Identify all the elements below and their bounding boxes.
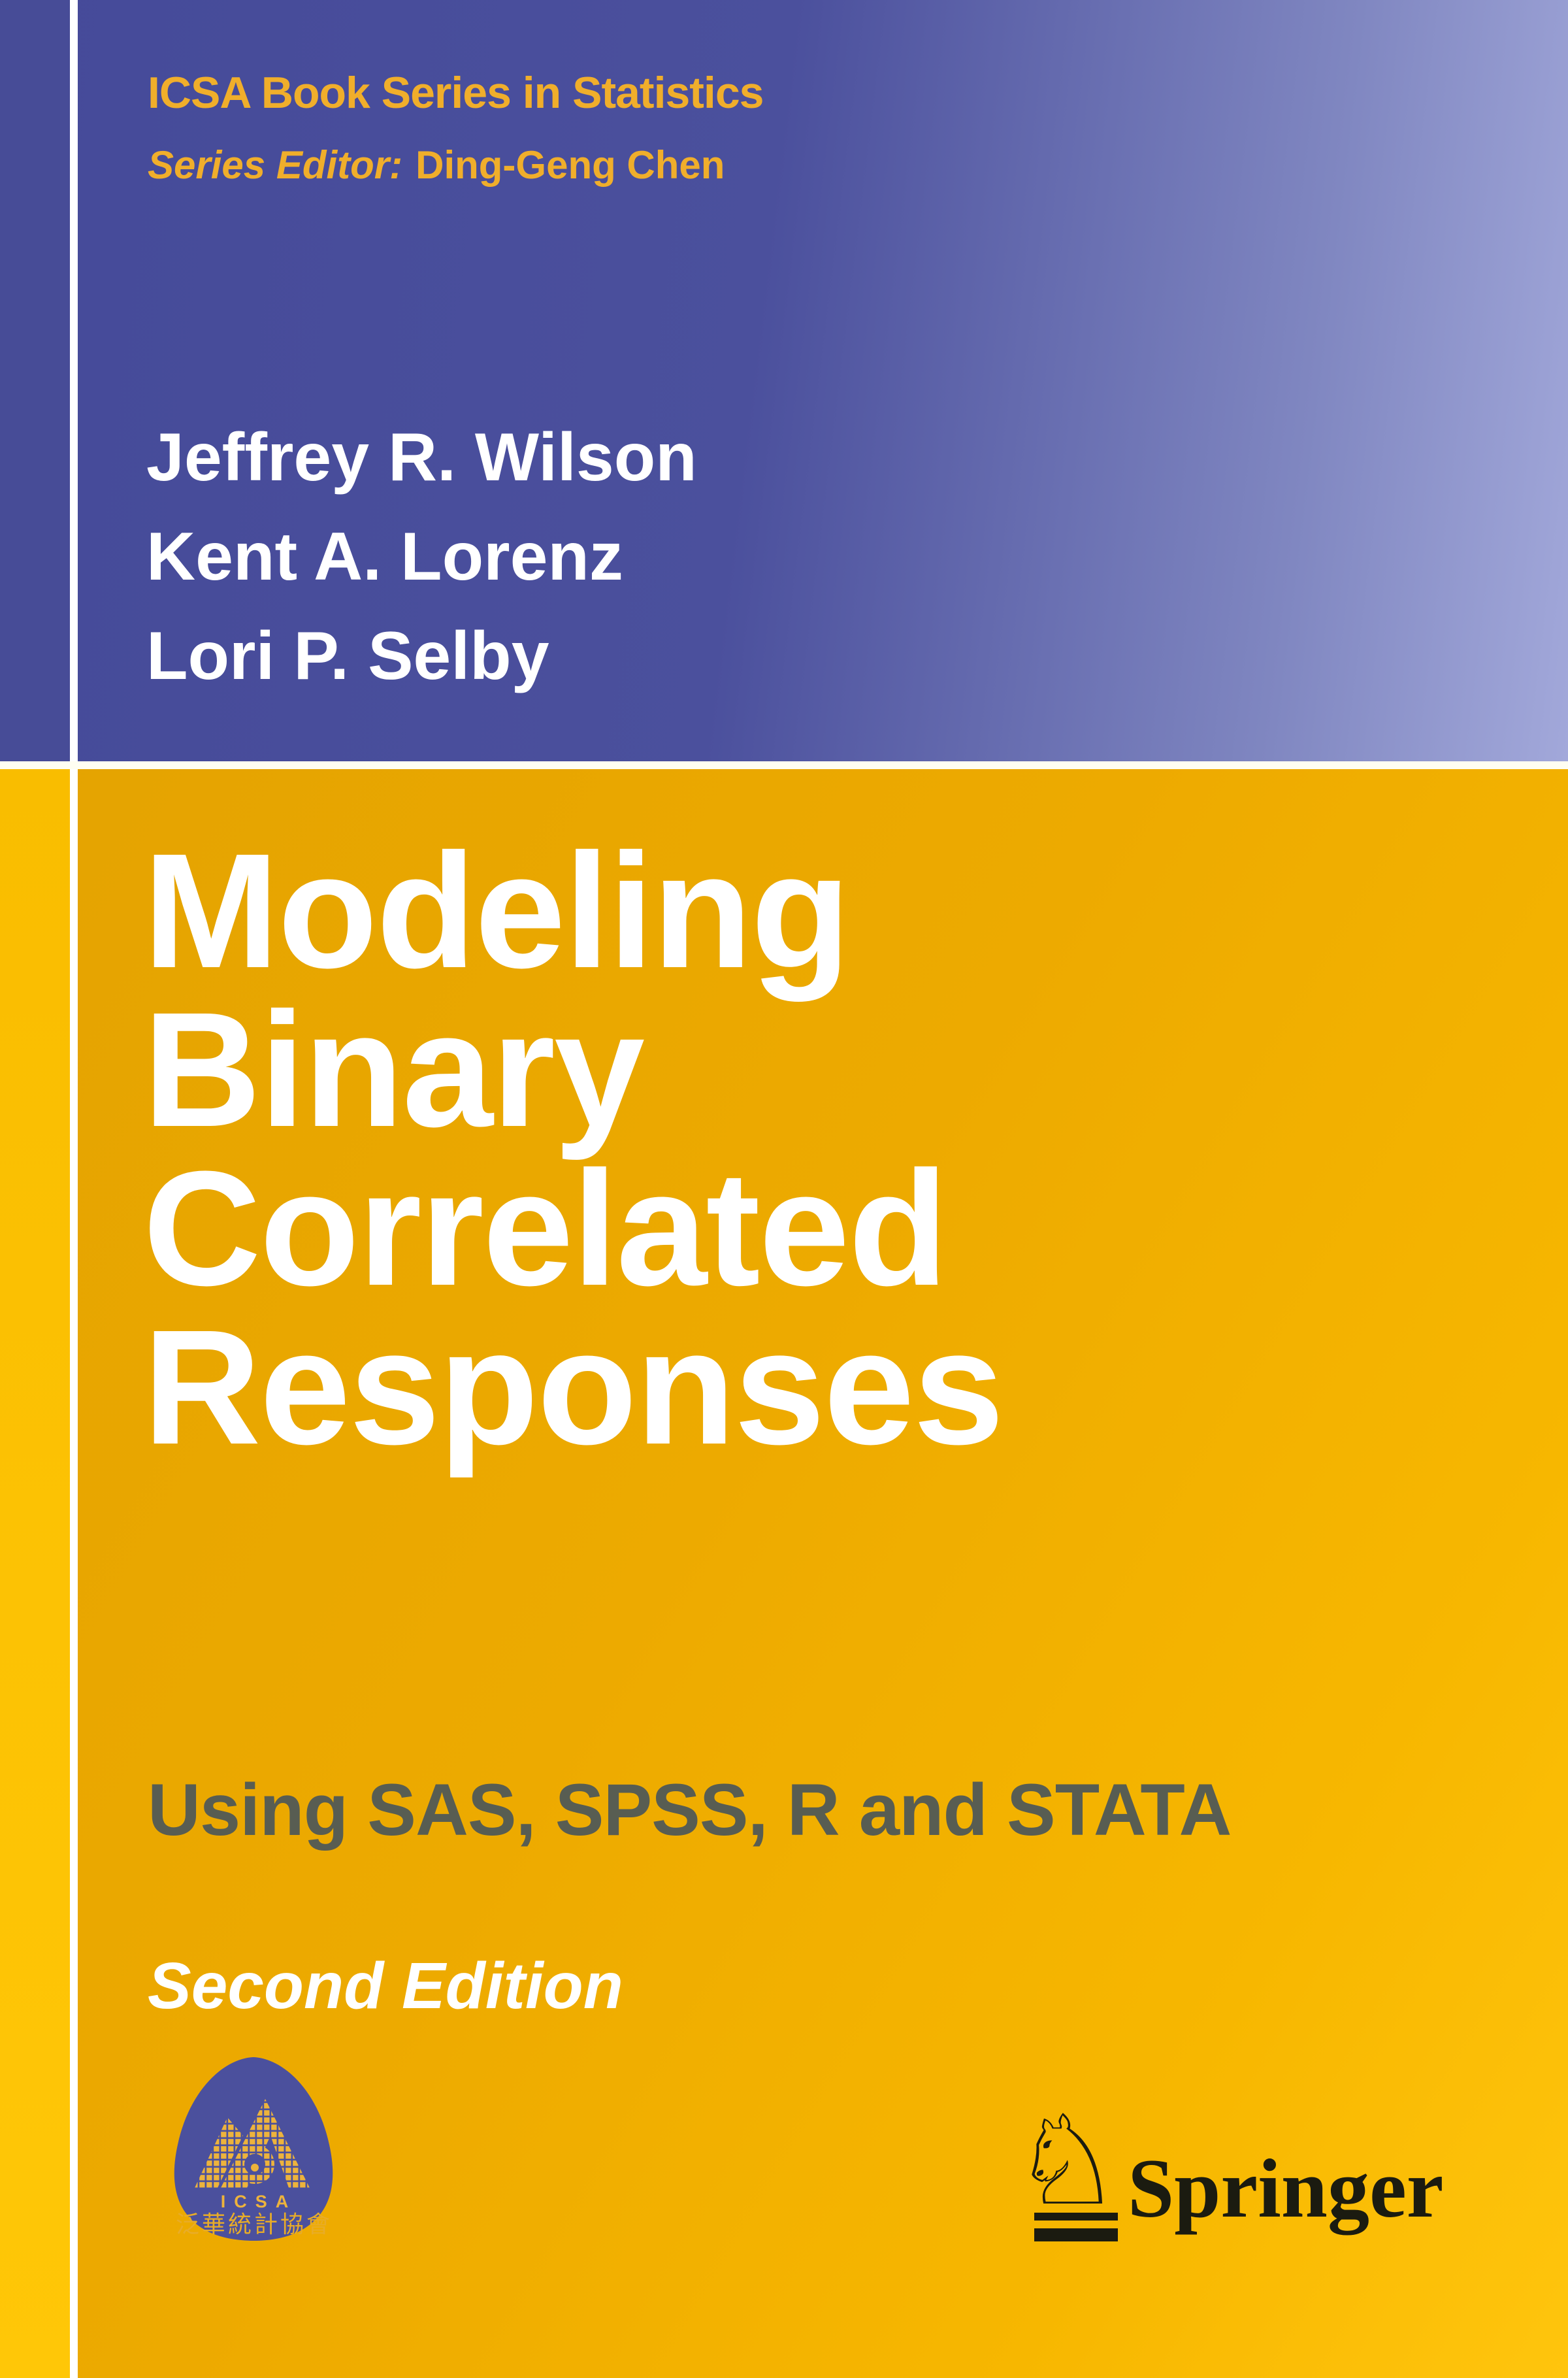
title-line: Modeling xyxy=(143,819,851,1002)
blue-panel xyxy=(0,0,1568,761)
author-name: Lori P. Selby xyxy=(146,618,549,694)
icsa-logo: ICSA 泛華統計協會 xyxy=(174,2057,333,2241)
series-editor-line: Series Editor: Ding-Geng Chen xyxy=(148,142,725,188)
springer-knight-icon: ♘ xyxy=(1011,2089,1123,2233)
series-editor-label: Series Editor: xyxy=(148,143,403,187)
series-editor-name: Ding-Geng Chen xyxy=(416,143,725,187)
vertical-rule xyxy=(70,0,78,2378)
title-line: Binary xyxy=(143,978,645,1161)
springer-wordmark: Springer xyxy=(1128,2142,1444,2235)
author-name: Jeffrey R. Wilson xyxy=(146,420,697,495)
subtitle: Using SAS, SPSS, R and STATA xyxy=(148,1769,1232,1851)
left-strip-blue xyxy=(0,0,70,761)
icsa-small-peak xyxy=(195,2117,243,2188)
icsa-chinese-name: 泛華統計協會 xyxy=(176,2211,333,2238)
edition-label: Second Edition xyxy=(148,1949,623,2023)
author-list: Jeffrey R. Wilson Kent A. Lorenz Lori P.… xyxy=(146,408,697,706)
icsa-circle-dot xyxy=(251,2164,259,2172)
icsa-acronym: ICSA xyxy=(221,2192,297,2211)
title-line: Correlated xyxy=(143,1137,948,1319)
left-strip-gold xyxy=(0,769,70,2378)
title-line: Responses xyxy=(143,1296,1004,1478)
horizontal-rule xyxy=(0,761,1568,769)
author-name: Kent A. Lorenz xyxy=(146,519,623,595)
springer-logo-bar-thick xyxy=(1034,2228,1118,2241)
series-title: ICSA Book Series in Statistics xyxy=(148,68,764,118)
springer-logo: ♘ Springer xyxy=(1006,2099,1503,2253)
springer-logo-bar-thin xyxy=(1034,2213,1118,2221)
book-title: Modeling Binary Correlated Responses xyxy=(143,819,1004,1478)
